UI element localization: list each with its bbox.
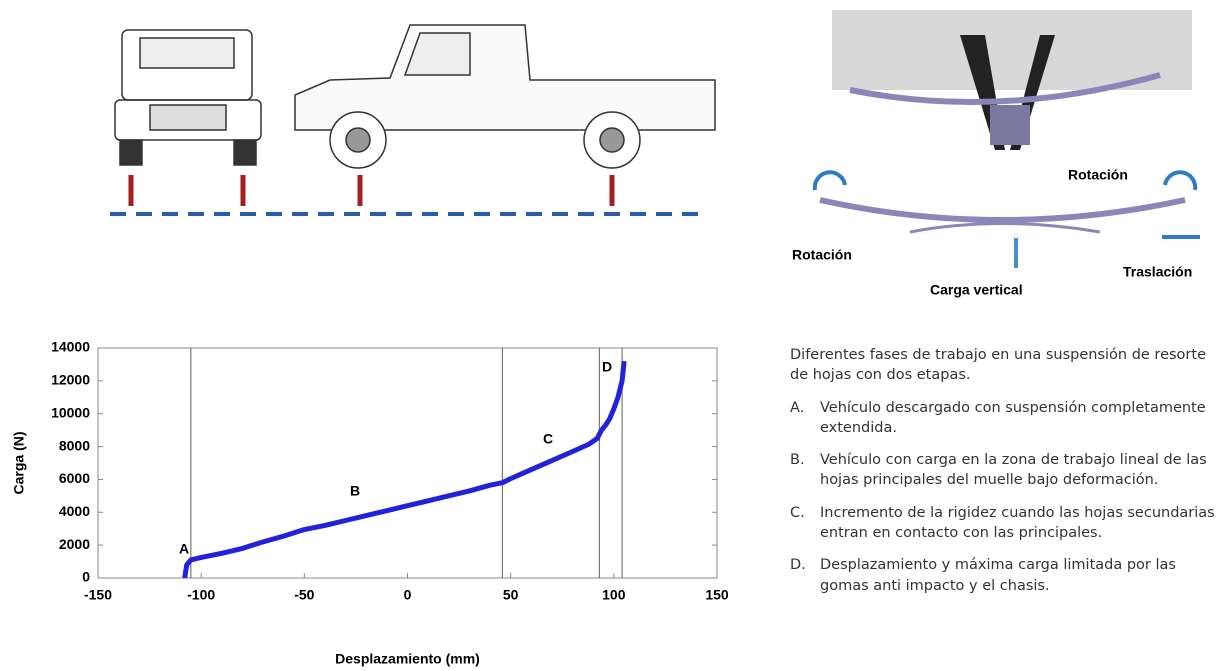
y-tick-label: 8000 bbox=[59, 437, 90, 453]
arrows bbox=[128, 175, 615, 206]
x-tick-label: 0 bbox=[404, 587, 412, 603]
item-marker: A. bbox=[790, 399, 805, 416]
y-tick-label: 12000 bbox=[51, 372, 90, 388]
intro: Diferentes fases de trabajo en una suspe… bbox=[790, 347, 1206, 384]
suspension-image bbox=[832, 10, 1192, 150]
item-text: Incremento de la rigidez cuando las hoja… bbox=[820, 504, 1215, 542]
list-item: C. Incremento de la rigidez cuando las ho… bbox=[790, 503, 1220, 544]
item-text: Vehículo descargado con suspensión compl… bbox=[820, 399, 1206, 436]
x-tick-label: 150 bbox=[705, 587, 729, 603]
leaf-spring bbox=[812, 170, 1200, 268]
list-item: B. Vehículo con carga en la zona de traba… bbox=[790, 450, 1220, 491]
label-rotation: Rotación bbox=[792, 247, 852, 263]
item-text: Vehículo con carga en la zona de trabajo… bbox=[820, 452, 1207, 489]
x-tick-label: -150 bbox=[84, 587, 112, 603]
x-tick-label: 100 bbox=[602, 587, 626, 603]
x-tick-label: -50 bbox=[294, 587, 314, 603]
phase-annotation: C bbox=[543, 431, 553, 447]
label-translation: Traslación bbox=[1123, 264, 1192, 280]
y-tick-label: 2000 bbox=[59, 536, 90, 552]
item-marker: C. bbox=[790, 504, 805, 521]
x-axis-label: Desplazamiento (mm) bbox=[335, 651, 480, 667]
data-line bbox=[182, 360, 627, 579]
label-rotation: Rotación bbox=[1068, 167, 1128, 183]
y-axis-label: Carga (N) bbox=[11, 431, 27, 494]
list-item: A. Vehículo descargado con suspensión com… bbox=[790, 398, 1220, 439]
truck-front bbox=[114, 29, 262, 166]
phase-annotation: D bbox=[602, 359, 612, 375]
y-tick-label: 10000 bbox=[51, 404, 90, 420]
y-tick-label: 4000 bbox=[59, 503, 90, 519]
x-tick-label: -100 bbox=[187, 587, 215, 603]
list-item: D. Desplazamiento y máxima carga limitada… bbox=[790, 555, 1220, 596]
item-marker: B. bbox=[790, 452, 805, 469]
item-marker: D. bbox=[790, 557, 806, 574]
label-vertical-load: Carga vertical bbox=[930, 282, 1023, 298]
phase-annotation: A bbox=[179, 541, 189, 557]
y-tick-label: 14000 bbox=[51, 339, 90, 355]
description: Diferentes fases de trabajo en una suspe… bbox=[790, 345, 1220, 608]
x-tick-label: 50 bbox=[503, 587, 519, 603]
y-tick-label: 6000 bbox=[59, 470, 90, 486]
truck-side bbox=[294, 24, 716, 169]
item-text: Desplazamiento y máxima carga limitada p… bbox=[820, 557, 1176, 594]
phase-annotation: B bbox=[350, 483, 360, 499]
y-tick-label: 0 bbox=[82, 569, 90, 585]
